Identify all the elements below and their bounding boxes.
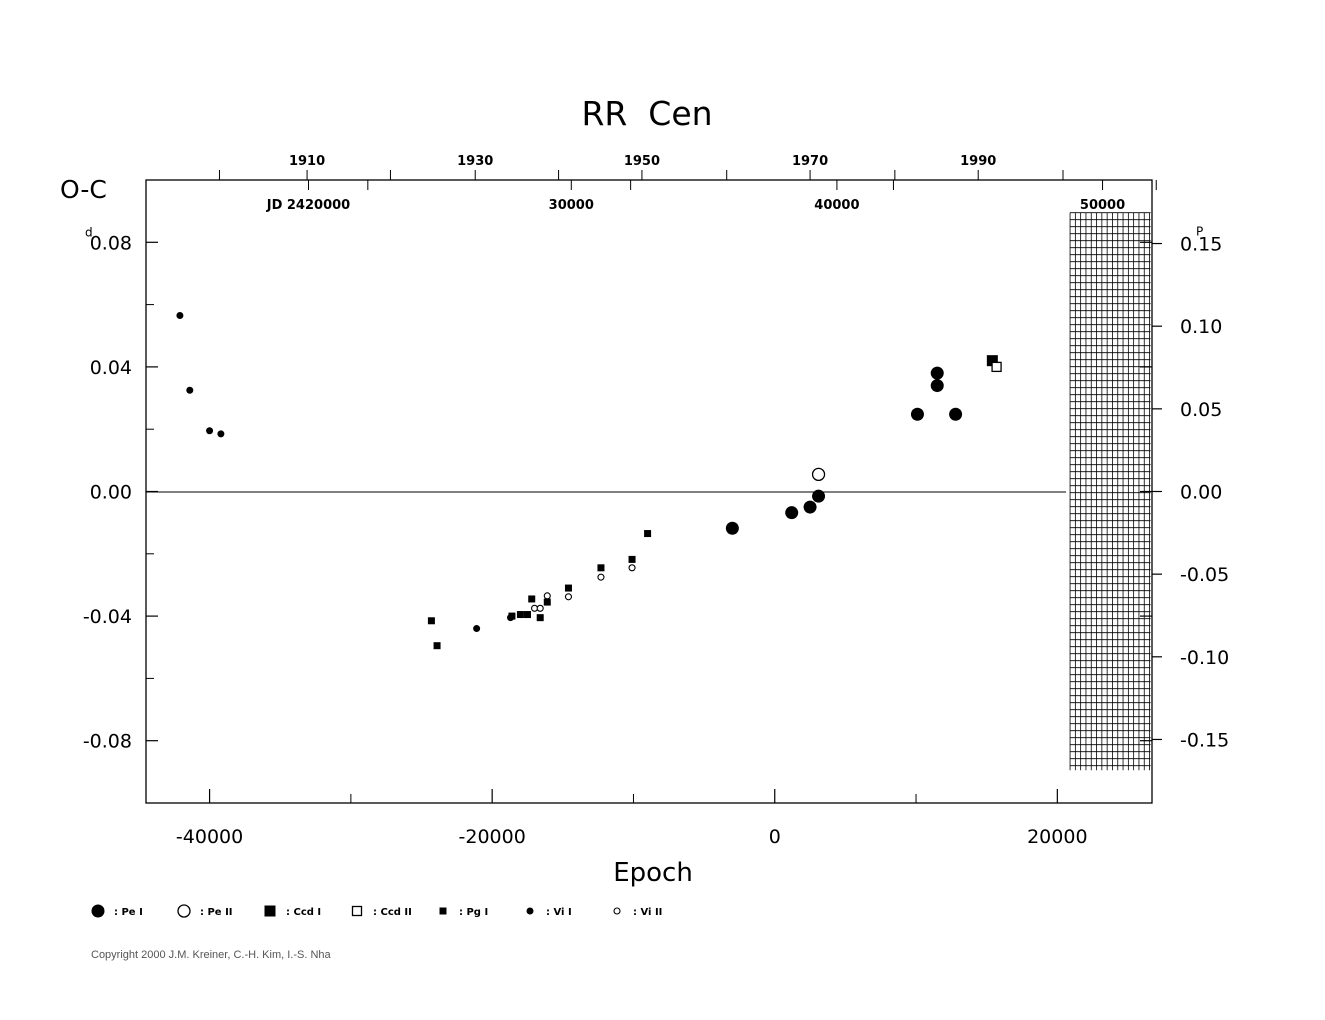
x-tick-label: 20000 (1027, 826, 1087, 848)
data-point (812, 489, 826, 503)
legend-label: : Ccd I (286, 907, 321, 918)
year-label: 1910 (289, 154, 325, 169)
y-unit-label: d (85, 225, 93, 239)
data-point (930, 366, 944, 380)
legend-marker (91, 904, 105, 918)
data-point (564, 593, 573, 601)
right-tick-label: 0.15 (1180, 234, 1222, 256)
x-axis-title: Epoch (613, 858, 693, 888)
right-tick-label: -0.15 (1180, 729, 1229, 751)
legend-marker (264, 905, 276, 917)
jd-label: JD 2420000 (266, 198, 350, 213)
data-point (991, 361, 1002, 373)
legend: : Pe I : Pe II : Ccd I : Ccd II : Pg I : Vi I… (91, 904, 662, 918)
data-point (433, 642, 441, 650)
data-point (531, 604, 539, 612)
data-point (910, 407, 924, 421)
right-tick-label: 0.05 (1180, 399, 1222, 421)
data-point (176, 312, 184, 320)
y-tick-label: -0.08 (83, 731, 132, 753)
jd-label: 40000 (814, 198, 859, 213)
jd-label: 30000 (549, 198, 594, 213)
year-label: 1970 (792, 154, 828, 169)
data-point (528, 595, 536, 603)
jd-label: 50000 (1080, 198, 1125, 213)
x-tick-label: -40000 (176, 826, 243, 848)
right-tick-label: -0.10 (1180, 647, 1229, 669)
data-point (564, 584, 572, 592)
legend-label: : Vi II (633, 907, 662, 918)
data-point (628, 555, 636, 563)
year-label: 1990 (960, 154, 996, 169)
y-tick-label: 0.08 (90, 232, 132, 254)
data-point (986, 355, 998, 367)
legend-marker (177, 904, 191, 918)
right-tick-label: 0.10 (1180, 316, 1222, 338)
right-unit-label: P (1196, 225, 1203, 239)
data-point (597, 573, 605, 581)
data-point (523, 611, 531, 619)
axis-tick-labels: -40000 -20000 0 20000 1910 1930 1950 1970 1990 JD… (83, 154, 1229, 848)
legend-label: : Vi I (546, 907, 572, 918)
data-point (644, 530, 652, 538)
year-label: 1950 (624, 154, 660, 169)
legend-marker (439, 907, 447, 915)
copyright-text: Copyright 2000 J.M. Kreiner, C.-H. Kim, … (91, 949, 331, 961)
data-point (186, 386, 194, 394)
right-tick-label: 0.00 (1180, 482, 1222, 504)
data-point (217, 430, 225, 438)
x-tick-label: 0 (769, 826, 781, 848)
data-point (473, 625, 481, 633)
legend-marker (526, 907, 534, 915)
data-point (725, 521, 739, 535)
data-point (516, 611, 524, 619)
legend-label: : Ccd II (373, 907, 412, 918)
data-point (427, 617, 435, 625)
data-point (206, 427, 214, 435)
data-point (536, 614, 544, 622)
legend-label: : Pe I (114, 907, 143, 918)
data-point (949, 407, 963, 421)
y-tick-label: 0.00 (90, 482, 132, 504)
data-point (811, 467, 826, 482)
y-axis-title: O-C (60, 175, 107, 204)
y-tick-label: -0.04 (83, 606, 132, 628)
data-point (543, 598, 551, 606)
right-tick-label: -0.05 (1180, 564, 1229, 586)
x-tick-label: -20000 (459, 826, 526, 848)
data-point (543, 592, 551, 600)
y-axis-label: O-C (60, 175, 107, 204)
legend-marker (613, 907, 621, 915)
data-points (176, 312, 1002, 650)
legend-marker (351, 905, 363, 917)
hatched-region (1069, 212, 1151, 771)
year-label: 1930 (457, 154, 493, 169)
data-point (628, 564, 636, 572)
legend-label: : Pe II (200, 907, 233, 918)
axis-ticks (146, 170, 1162, 803)
chart-title: RR Cen (581, 94, 712, 133)
data-point (785, 506, 799, 520)
data-point (930, 379, 944, 393)
legend-label: : Pg I (459, 907, 488, 918)
data-point (803, 500, 817, 514)
y-tick-label: 0.04 (90, 357, 132, 379)
data-point (597, 564, 605, 572)
data-point (507, 614, 515, 622)
data-point (536, 604, 544, 612)
